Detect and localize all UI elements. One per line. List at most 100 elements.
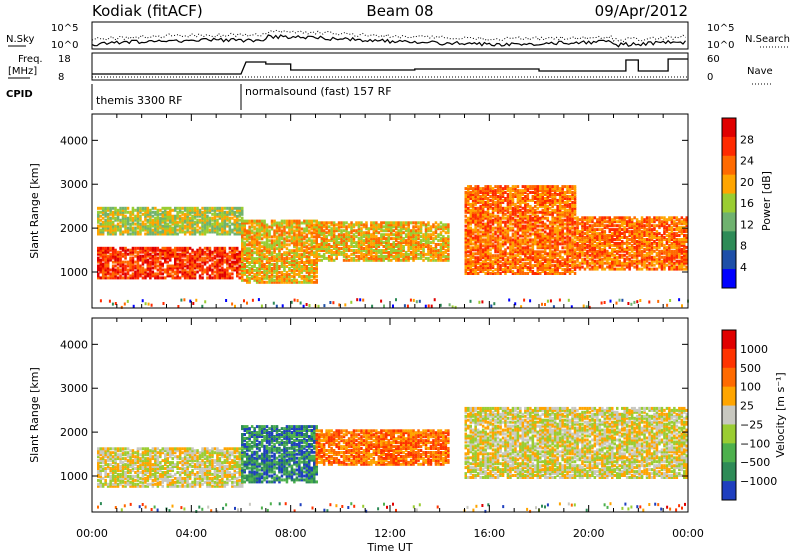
- heatmap-cell: [499, 185, 502, 189]
- heatmap-cell: [583, 257, 587, 261]
- heatmap-cell: [372, 243, 376, 246]
- heatmap-cell: [181, 254, 184, 258]
- heatmap-cell: [241, 253, 244, 257]
- heatmap-cell: [486, 240, 490, 244]
- heatmap-cell: [496, 214, 500, 218]
- heatmap-cell: [159, 262, 162, 266]
- heatmap-cell: [332, 225, 336, 229]
- heatmap-cell: [243, 259, 246, 263]
- heatmap-cell: [243, 249, 246, 253]
- heatmap-cell: [566, 191, 569, 194]
- heatmap-cell: [238, 254, 241, 258]
- heatmap-cell: [156, 214, 160, 218]
- heatmap-cell: [159, 270, 162, 274]
- heatmap-cell: [275, 247, 279, 251]
- heatmap-cell: [258, 237, 261, 241]
- heatmap-cell: [442, 237, 445, 241]
- heatmap-cell: [603, 247, 607, 251]
- heatmap-cell: [407, 239, 410, 243]
- heatmap-cell: [151, 258, 155, 262]
- heatmap-cell: [414, 245, 418, 248]
- heatmap-cell: [308, 255, 311, 259]
- heatmap-cell: [293, 270, 296, 274]
- heatmap-cell: [471, 228, 475, 232]
- heatmap-cell: [283, 278, 286, 282]
- heatmap-cell: [521, 238, 525, 242]
- heatmap-cell: [335, 245, 338, 248]
- heatmap-cell: [414, 252, 418, 256]
- heatmap-cell: [469, 228, 472, 232]
- heatmap-cell: [568, 198, 572, 202]
- heatmap-cell: [136, 274, 140, 278]
- heatmap-cell: [141, 258, 145, 262]
- heatmap-cell: [350, 229, 353, 233]
- heatmap-cell: [97, 260, 100, 264]
- heatmap-cell: [218, 246, 222, 250]
- heatmap-cell: [395, 252, 398, 256]
- heatmap-cell: [516, 224, 520, 228]
- heatmap-cell: [213, 208, 217, 212]
- heatmap-cell: [519, 264, 522, 268]
- heatmap-cell: [298, 270, 301, 274]
- heatmap-cell: [109, 228, 112, 232]
- heatmap-cell: [514, 206, 517, 210]
- heatmap-cell: [481, 214, 485, 218]
- heatmap-cell: [397, 231, 400, 235]
- heatmap-cell: [367, 250, 371, 254]
- heatmap-cell: [524, 224, 527, 228]
- heatmap-cell: [427, 229, 430, 233]
- heatmap-cell: [422, 250, 425, 254]
- heatmap-cell: [504, 197, 507, 200]
- heatmap-cell: [129, 224, 132, 228]
- heatmap-cell: [203, 210, 207, 214]
- heatmap-cell: [583, 259, 587, 263]
- heatmap-cell: [270, 259, 274, 263]
- heatmap-cell: [161, 250, 164, 254]
- heatmap-cell: [315, 267, 318, 270]
- heatmap-cell: [519, 246, 522, 250]
- heatmap-cell: [171, 230, 174, 234]
- heatmap-cell: [486, 250, 490, 254]
- heatmap-cell: [278, 255, 281, 259]
- heatmap-cell: [536, 206, 539, 210]
- heatmap-cell: [327, 243, 331, 246]
- heatmap-cell: [97, 232, 100, 236]
- heatmap-cell: [536, 202, 539, 206]
- heatmap-cell: [544, 252, 547, 256]
- heatmap-cell: [489, 254, 492, 258]
- heatmap-cell: [601, 234, 604, 237]
- heatmap-cell: [218, 258, 222, 262]
- heatmap-cell: [474, 220, 477, 224]
- heatmap-cell: [546, 200, 549, 204]
- heatmap-cell: [106, 268, 110, 272]
- heatmap-cell: [327, 245, 331, 248]
- heatmap-cell: [566, 228, 569, 232]
- noise-panel-frame: [91, 21, 689, 50]
- heatmap-cell: [337, 227, 341, 231]
- heatmap-cell: [111, 270, 115, 274]
- heatmap-cell: [588, 224, 592, 228]
- heatmap-cell: [476, 272, 480, 275]
- heatmap-cell: [591, 230, 594, 234]
- heatmap-cell: [131, 248, 135, 252]
- heatmap-cell: [141, 212, 145, 216]
- heatmap-cell: [539, 244, 542, 248]
- heatmap-cell: [203, 270, 207, 274]
- heatmap-cell: [586, 228, 589, 232]
- heatmap-cell: [183, 276, 187, 280]
- heatmap-cell: [315, 261, 318, 264]
- heatmap-cell: [509, 262, 512, 266]
- heatmap-cell: [486, 212, 490, 216]
- heatmap-cell: [134, 254, 137, 258]
- heatmap-cell: [437, 250, 440, 254]
- heatmap-cell: [489, 236, 492, 240]
- heatmap-cell: [380, 243, 383, 246]
- heatmap-cell: [161, 248, 164, 252]
- heatmap-cell: [275, 268, 279, 272]
- heatmap-cell: [603, 257, 607, 261]
- heatmap-cell: [496, 206, 500, 210]
- heatmap-cell: [203, 230, 207, 234]
- heatmap-cell: [561, 226, 564, 230]
- heatmap-cell: [288, 243, 291, 247]
- heatmap-cell: [504, 260, 507, 264]
